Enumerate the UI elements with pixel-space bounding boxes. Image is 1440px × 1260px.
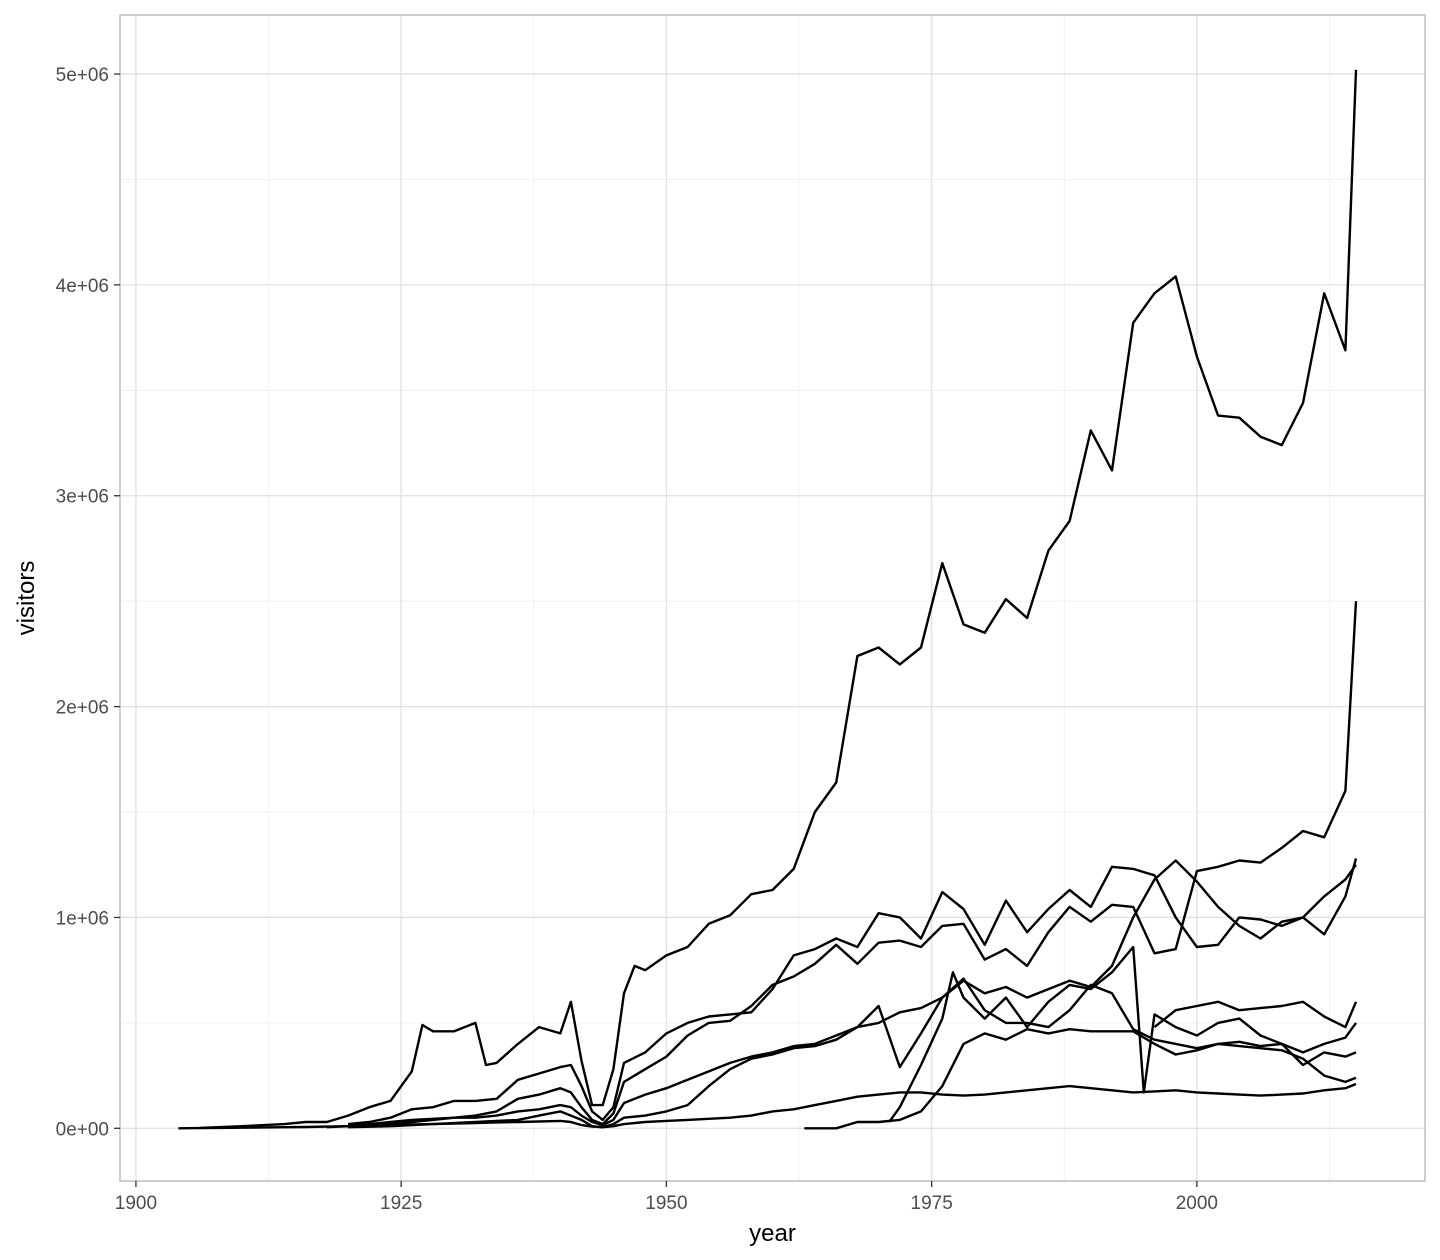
y-axis: 0e+00 1e+06 2e+06 3e+06 4e+06 5e+06 <box>56 65 120 1140</box>
series-layer <box>178 69 1358 1130</box>
x-tick-label-4: 2000 <box>1176 1193 1218 1214</box>
series-line-3 <box>347 601 1358 1128</box>
series-line-8 <box>1153 1000 1358 1029</box>
x-tick-label-1: 1925 <box>380 1193 422 1214</box>
y-tick-label-3: 3e+06 <box>56 487 109 508</box>
series-line-2 <box>347 858 1358 1126</box>
y-tick-label-2: 2e+06 <box>56 698 109 719</box>
y-tick-label-5: 5e+06 <box>56 65 109 86</box>
y-tick-label-1: 1e+06 <box>56 908 109 929</box>
plot-panel-border <box>119 14 1426 1182</box>
series-line-6 <box>804 1022 1357 1130</box>
x-axis-title: year <box>749 1220 796 1247</box>
y-tick-label-0: 0e+00 <box>56 1119 109 1140</box>
x-tick-label-2: 1950 <box>645 1193 687 1214</box>
series-line-1 <box>199 69 1358 1130</box>
series-line-4 <box>326 859 1357 1129</box>
x-axis: 1900 1925 1950 1975 2000 <box>115 1181 1218 1214</box>
series-line-7 <box>888 945 1357 1123</box>
x-tick-label-3: 1975 <box>911 1193 953 1214</box>
y-axis-title: visitors <box>13 561 40 636</box>
series-line-5 <box>348 977 1357 1129</box>
major-gridlines <box>120 15 1425 1181</box>
x-tick-label-0: 1900 <box>115 1193 157 1214</box>
minor-gridlines <box>120 15 1425 1181</box>
y-tick-label-4: 4e+06 <box>56 276 109 297</box>
